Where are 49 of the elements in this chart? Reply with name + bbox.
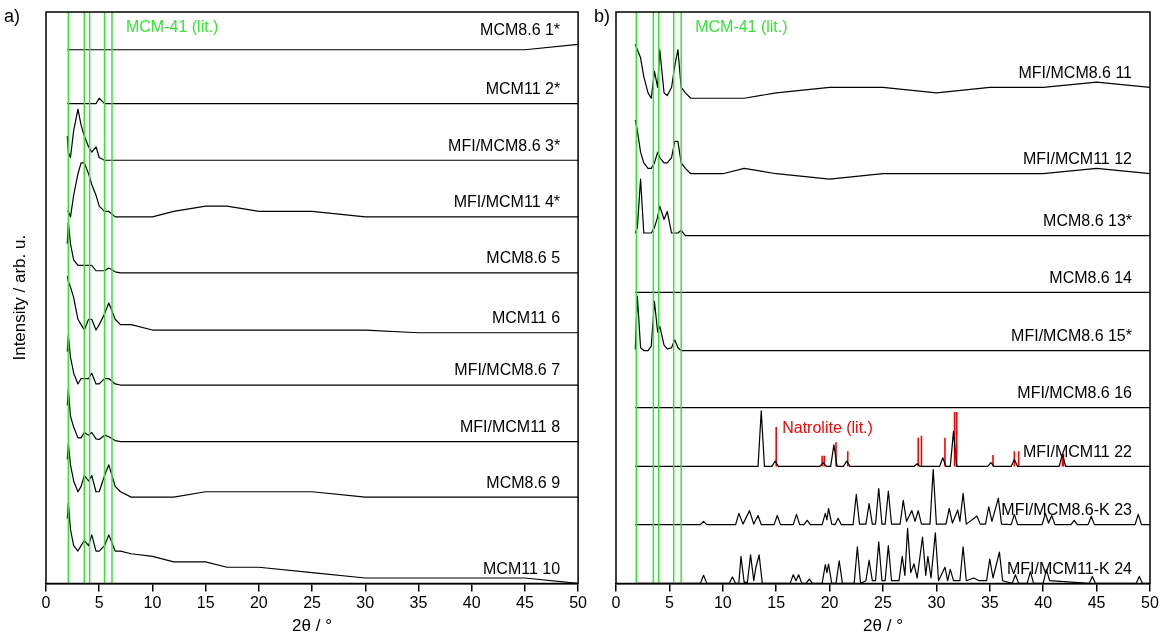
series-label: MFI/MCM8.6 16 <box>1017 384 1133 402</box>
series-label: MCM11 6 <box>491 309 561 327</box>
series-label: MFI/MCM8.6 15* <box>1011 326 1132 344</box>
x-tick-label: 30 <box>927 594 946 612</box>
series-label: MFI/MCM8.6 11 <box>1018 63 1133 81</box>
series-label: MCM11 2* <box>485 80 561 98</box>
x-tick-label: 45 <box>515 594 534 612</box>
x-tick-label: 30 <box>356 594 375 612</box>
y-axis-title: Intensity / arb. u. <box>9 234 29 361</box>
x-tick-label: 50 <box>569 594 588 612</box>
x-tick-label: 20 <box>820 594 839 612</box>
x-tick-label: 35 <box>980 594 999 612</box>
x-tick-label: 15 <box>767 594 786 612</box>
series-label: MCM8.6 1* <box>480 20 561 38</box>
x-tick-label: 5 <box>664 594 674 612</box>
x-tick-label: 20 <box>249 594 268 612</box>
series-label: Natrolite (lit.) <box>782 418 873 436</box>
x-axis-title: 2θ / ° <box>863 616 903 636</box>
x-tick-label: 50 <box>1141 594 1159 612</box>
x-tick-label: 25 <box>303 594 322 612</box>
series-label: MCM11 10 <box>483 559 561 577</box>
x-tick-label: 5 <box>94 594 104 612</box>
series-label: MFI/MCM11 8 <box>459 418 561 436</box>
x-tick-label: 10 <box>143 594 162 612</box>
x-tick-label: 15 <box>196 594 215 612</box>
series-label: MFI/MCM8.6 3* <box>448 136 561 154</box>
series-label: MFI/MCM11 4* <box>453 193 561 211</box>
x-tick-label: 40 <box>462 594 481 612</box>
series-label: MFI/MCM8.6 7 <box>454 361 561 379</box>
series-label: MCM8.6 5 <box>486 249 561 267</box>
series-label: MFI/MCM11-K 24 <box>1006 559 1133 577</box>
x-tick-label: 10 <box>713 594 732 612</box>
x-axis-title: 2θ / ° <box>292 616 332 636</box>
x-tick-label: 0 <box>611 594 621 612</box>
x-tick-label: 25 <box>874 594 892 612</box>
series-label: MFI/MCM11 22 <box>1022 442 1133 460</box>
series-label: MCM8.6 13* <box>1043 212 1132 230</box>
series-label: MFI/MCM11 12 <box>1022 150 1133 168</box>
series-label: MCM8.6 9 <box>486 473 561 491</box>
x-tick-label: 45 <box>1087 594 1106 612</box>
series-label: MCM8.6 14 <box>1049 268 1133 286</box>
series-label: MFI/MCM8.6-K 23 <box>1001 501 1133 519</box>
chart-title: a) <box>4 5 21 26</box>
x-tick-label: 40 <box>1034 594 1053 612</box>
x-tick-label: 0 <box>41 594 51 612</box>
ref-line-label: MCM-41 (lit.) <box>125 18 219 36</box>
ref-line-label: MCM-41 (lit.) <box>695 18 788 36</box>
chart-title: b) <box>594 5 611 26</box>
x-tick-label: 35 <box>409 594 428 612</box>
